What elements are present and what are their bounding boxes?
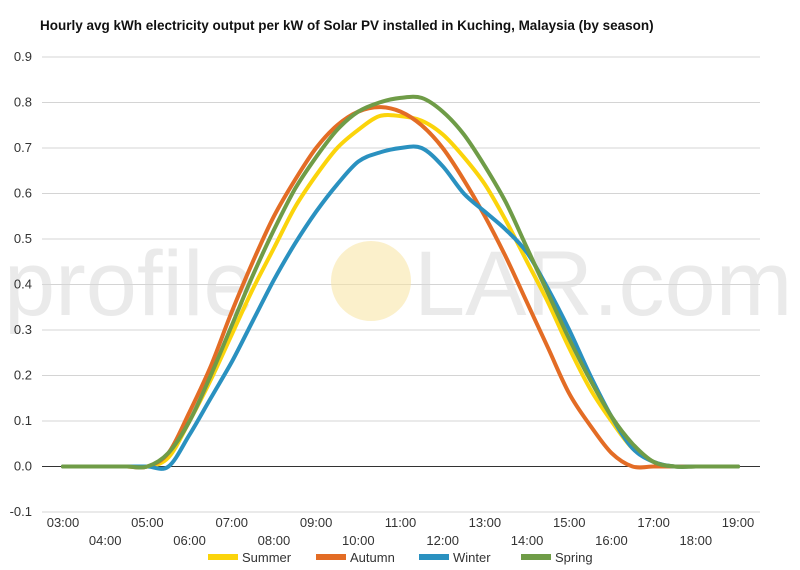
chart-title: Hourly avg kWh electricity output per kW… (40, 18, 654, 33)
y-tick-label: 0.1 (14, 413, 32, 428)
legend-label-autumn: Autumn (350, 550, 395, 565)
watermark-text-left: profile (4, 233, 255, 335)
x-tick-label: 09:00 (300, 515, 333, 530)
y-tick-label: 0.6 (14, 186, 32, 201)
x-tick-label: 19:00 (722, 515, 755, 530)
y-axis: -0.1 0.0 0.1 0.2 0.3 0.4 0.5 0.6 0.7 0.8 0.9 (10, 49, 32, 519)
x-tick-label: 03:00 (47, 515, 80, 530)
y-tick-label: 0.9 (14, 49, 32, 64)
legend-swatch-winter (419, 554, 449, 560)
legend-swatch-autumn (316, 554, 346, 560)
y-tick-label: 0.4 (14, 277, 32, 292)
legend-swatch-summer (208, 554, 238, 560)
x-tick-label: 13:00 (469, 515, 502, 530)
series-line-spring (61, 94, 740, 470)
x-tick-label: 17:00 (637, 515, 670, 530)
x-tick-label: 06:00 (173, 533, 206, 548)
y-tick-label: 0.2 (14, 368, 32, 383)
x-tick-label: 07:00 (215, 515, 248, 530)
x-tick-label: 11:00 (385, 515, 417, 530)
y-tick-label: 0.3 (14, 322, 32, 337)
legend-label-spring: Spring (555, 550, 593, 565)
legend-swatch-spring (521, 554, 551, 560)
x-tick-label: 05:00 (131, 515, 164, 530)
x-tick-label: 04:00 (89, 533, 122, 548)
x-tick-label: 16:00 (595, 533, 628, 548)
x-tick-label: 18:00 (680, 533, 713, 548)
y-tick-label: 0.7 (14, 140, 32, 155)
y-tick-label: 0.0 (14, 459, 32, 474)
series-lines (61, 94, 740, 471)
x-tick-label: 15:00 (553, 515, 586, 530)
y-tick-label: 0.8 (14, 95, 32, 110)
watermark: profile LAR.com (4, 233, 792, 335)
x-axis: 03:00 04:00 05:00 06:00 07:00 08:00 09:00 10:00… (47, 515, 755, 548)
y-tick-label: -0.1 (10, 504, 32, 519)
legend-label-summer: Summer (242, 550, 292, 565)
y-tick-label: 0.5 (14, 231, 32, 246)
legend: Summer Autumn Winter Spring (208, 550, 593, 565)
x-tick-label: 08:00 (258, 533, 291, 548)
series-line-winter (61, 144, 740, 471)
x-tick-label: 10:00 (342, 533, 375, 548)
legend-label-winter: Winter (453, 550, 491, 565)
watermark-sun-icon (331, 241, 411, 321)
x-tick-label: 14:00 (511, 533, 544, 548)
watermark-text-right: LAR.com (414, 233, 792, 335)
x-tick-label: 12:00 (426, 533, 459, 548)
